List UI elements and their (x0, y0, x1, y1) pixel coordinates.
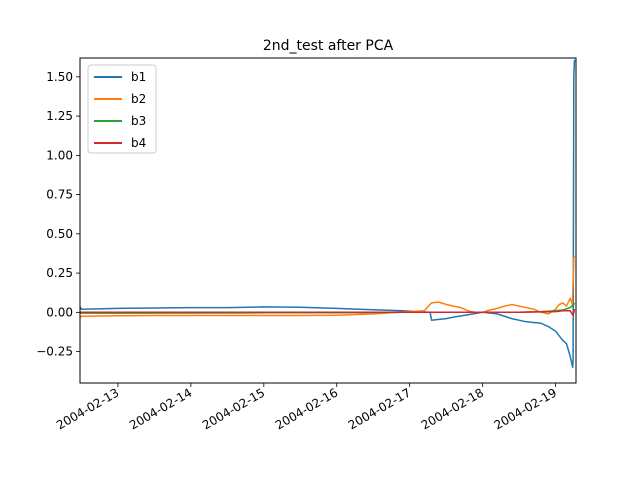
y-tick-label: 1.25 (46, 109, 73, 123)
legend-label: b2 (131, 92, 146, 106)
y-tick-label: 1.00 (46, 148, 73, 162)
y-tick-label: 0.00 (46, 305, 73, 319)
chart-title: 2nd_test after PCA (263, 38, 394, 54)
legend-box (87, 64, 157, 154)
y-tick-label: −0.25 (36, 345, 73, 359)
y-axis: −0.25 0.00 0.25 0.50 0.75 1.00 1.25 1.50 (36, 70, 80, 359)
legend-label: b4 (131, 136, 146, 150)
series-line-b1 (79, 59, 576, 369)
plot-area (79, 59, 576, 369)
axes-frame (79, 57, 577, 384)
y-tick-label: 0.50 (46, 227, 73, 241)
y-tick-label: 0.75 (46, 188, 73, 202)
legend-label: b3 (131, 114, 146, 128)
y-tick-label: 1.50 (46, 70, 73, 84)
legend-label: b1 (131, 70, 146, 84)
y-tick-label: 0.25 (46, 266, 73, 280)
legend: b1 b2 b3 b4 (87, 64, 157, 154)
series-line-b4 (80, 309, 576, 317)
